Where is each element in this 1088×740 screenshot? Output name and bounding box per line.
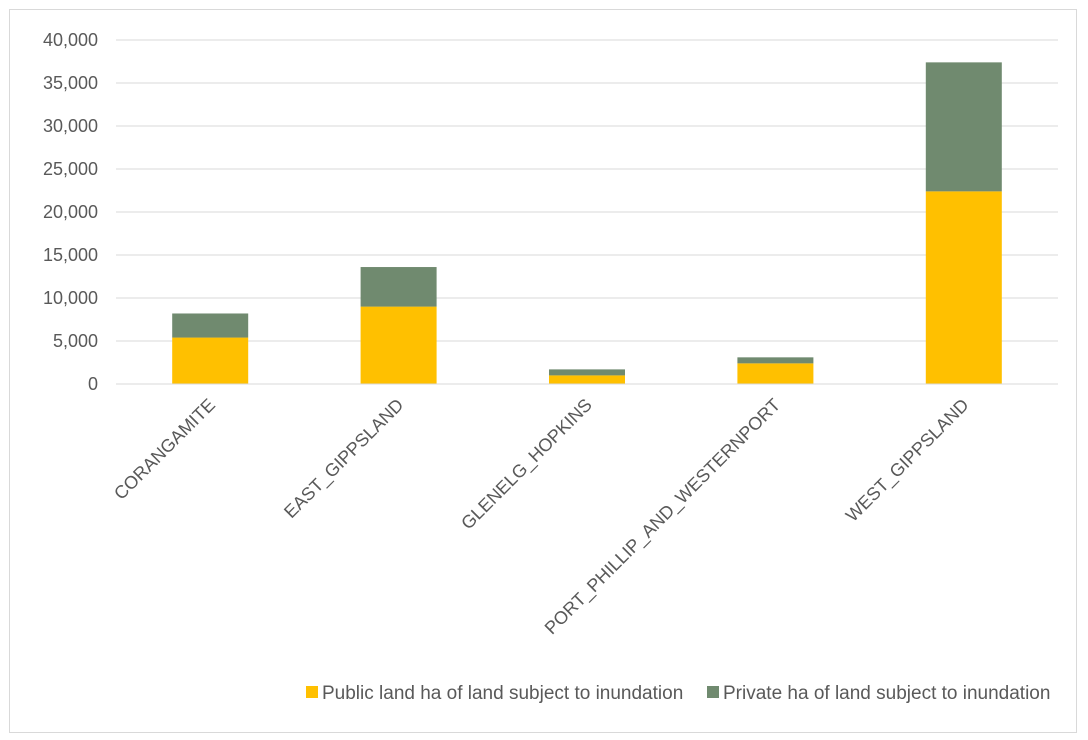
legend-item-private: Private ha of land subject to inundation	[707, 683, 1050, 704]
y-tick-label: 0	[88, 374, 98, 394]
bars	[172, 62, 1002, 384]
bar-private-east-gippsland	[360, 267, 437, 307]
bar-private-west-gippsland	[925, 62, 1002, 192]
bar-public-west-gippsland	[925, 191, 1002, 384]
legend-item-public: Public land ha of land subject to inunda…	[306, 683, 683, 704]
legend-label: Private ha of land subject to inundation	[723, 683, 1050, 704]
x-axis-category-labels: CORANGAMITE EAST_GIPPSLAND GLENELG_HOPKINS…	[110, 395, 973, 639]
y-tick-label: 5,000	[53, 331, 98, 351]
y-tick-label: 40,000	[43, 30, 98, 50]
x-category-label: EAST_GIPPSLAND	[280, 395, 408, 523]
legend-swatch	[306, 686, 318, 698]
y-tick-label: 10,000	[43, 288, 98, 308]
y-tick-label: 30,000	[43, 116, 98, 136]
bar-private-port-phillip-and-westernport	[737, 357, 814, 364]
bar-public-corangamite	[172, 337, 249, 384]
y-axis-tick-labels: 0 5,000 10,000 15,000 20,000 25,000 30,000 35,0…	[43, 30, 98, 394]
y-tick-label: 25,000	[43, 159, 98, 179]
y-tick-label: 15,000	[43, 245, 98, 265]
bar-public-east-gippsland	[360, 306, 437, 384]
x-category-label: PORT_PHILLIP_AND_WESTERNPORT	[541, 395, 785, 639]
legend: Public land ha of land subject to inunda…	[306, 683, 1050, 704]
bar-private-glenelg-hopkins	[549, 369, 625, 376]
y-tick-label: 35,000	[43, 73, 98, 93]
stacked-bar-chart: 0 5,000 10,000 15,000 20,000 25,000 30,000 35,0…	[43, 30, 1058, 704]
legend-label: Public land ha of land subject to inunda…	[322, 683, 683, 704]
x-category-label: GLENELG_HOPKINS	[457, 395, 596, 534]
chart-frame: 0 5,000 10,000 15,000 20,000 25,000 30,000 35,0…	[9, 9, 1077, 733]
bar-public-glenelg-hopkins	[549, 375, 625, 384]
y-tick-label: 20,000	[43, 202, 98, 222]
x-category-label: WEST_GIPPSLAND	[842, 395, 974, 527]
bar-private-corangamite	[172, 313, 249, 338]
x-category-label: CORANGAMITE	[110, 395, 219, 504]
legend-swatch	[707, 686, 719, 698]
bar-public-port-phillip-and-westernport	[737, 363, 814, 384]
gridlines	[116, 39, 1058, 342]
